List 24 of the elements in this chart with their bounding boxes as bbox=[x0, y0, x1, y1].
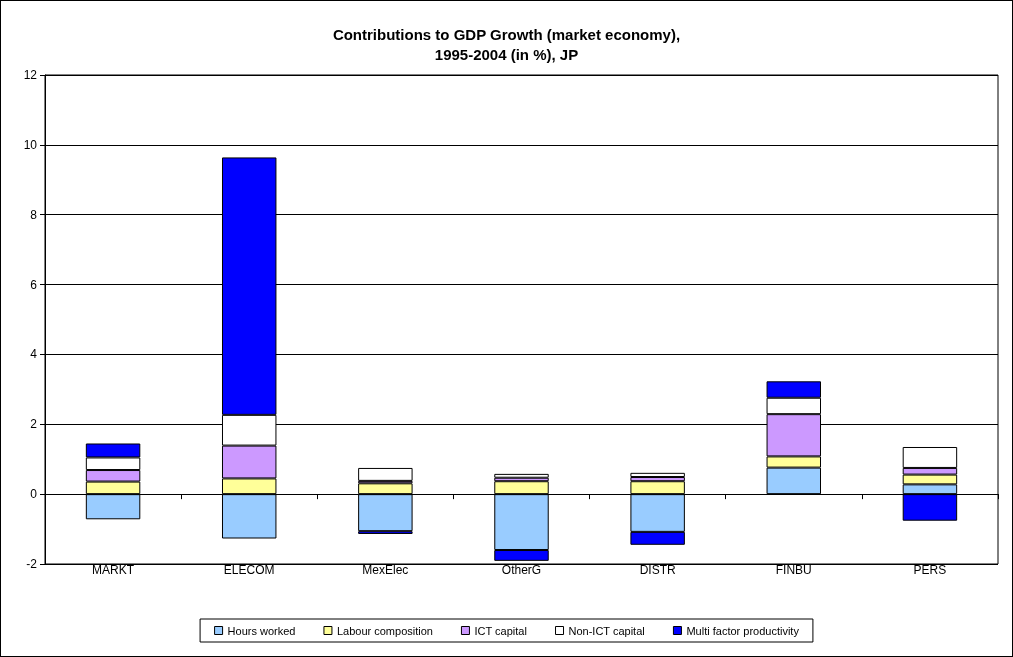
legend-label: Non-ICT capital bbox=[568, 624, 645, 637]
x-tick-label: OtherG bbox=[501, 563, 542, 577]
x-tick-label: ELECOM bbox=[223, 563, 275, 577]
x-tick-label: PERS bbox=[913, 563, 947, 577]
legend-label: ICT capital bbox=[474, 624, 527, 637]
legend-label: Multi factor productivity bbox=[686, 624, 800, 637]
x-tick-label: FINBU bbox=[775, 563, 812, 577]
y-tick-label: 6 bbox=[30, 277, 38, 292]
y-tick-label: 0 bbox=[30, 487, 38, 502]
y-tick-label: 2 bbox=[30, 417, 38, 432]
y-tick-label: 10 bbox=[23, 137, 38, 152]
chart-title: Contributions to GDP Growth (market economy), 1995-2004 (in %), JP bbox=[332, 25, 681, 63]
y-tick-label: 4 bbox=[30, 347, 38, 362]
x-tick-label: DISTR bbox=[639, 563, 676, 577]
y-tick-label: 12 bbox=[23, 68, 38, 82]
y-tick-label: 8 bbox=[30, 207, 38, 222]
legend-label: Labour composition bbox=[336, 624, 433, 637]
x-tick-label: MexElec bbox=[362, 563, 409, 577]
y-tick-label: -2 bbox=[26, 557, 38, 571]
bar bbox=[494, 473, 549, 478]
bar bbox=[358, 467, 413, 481]
legend-label: Hours worked bbox=[227, 624, 296, 637]
x-tick-label: MARKT bbox=[92, 563, 135, 577]
bar bbox=[630, 472, 685, 478]
